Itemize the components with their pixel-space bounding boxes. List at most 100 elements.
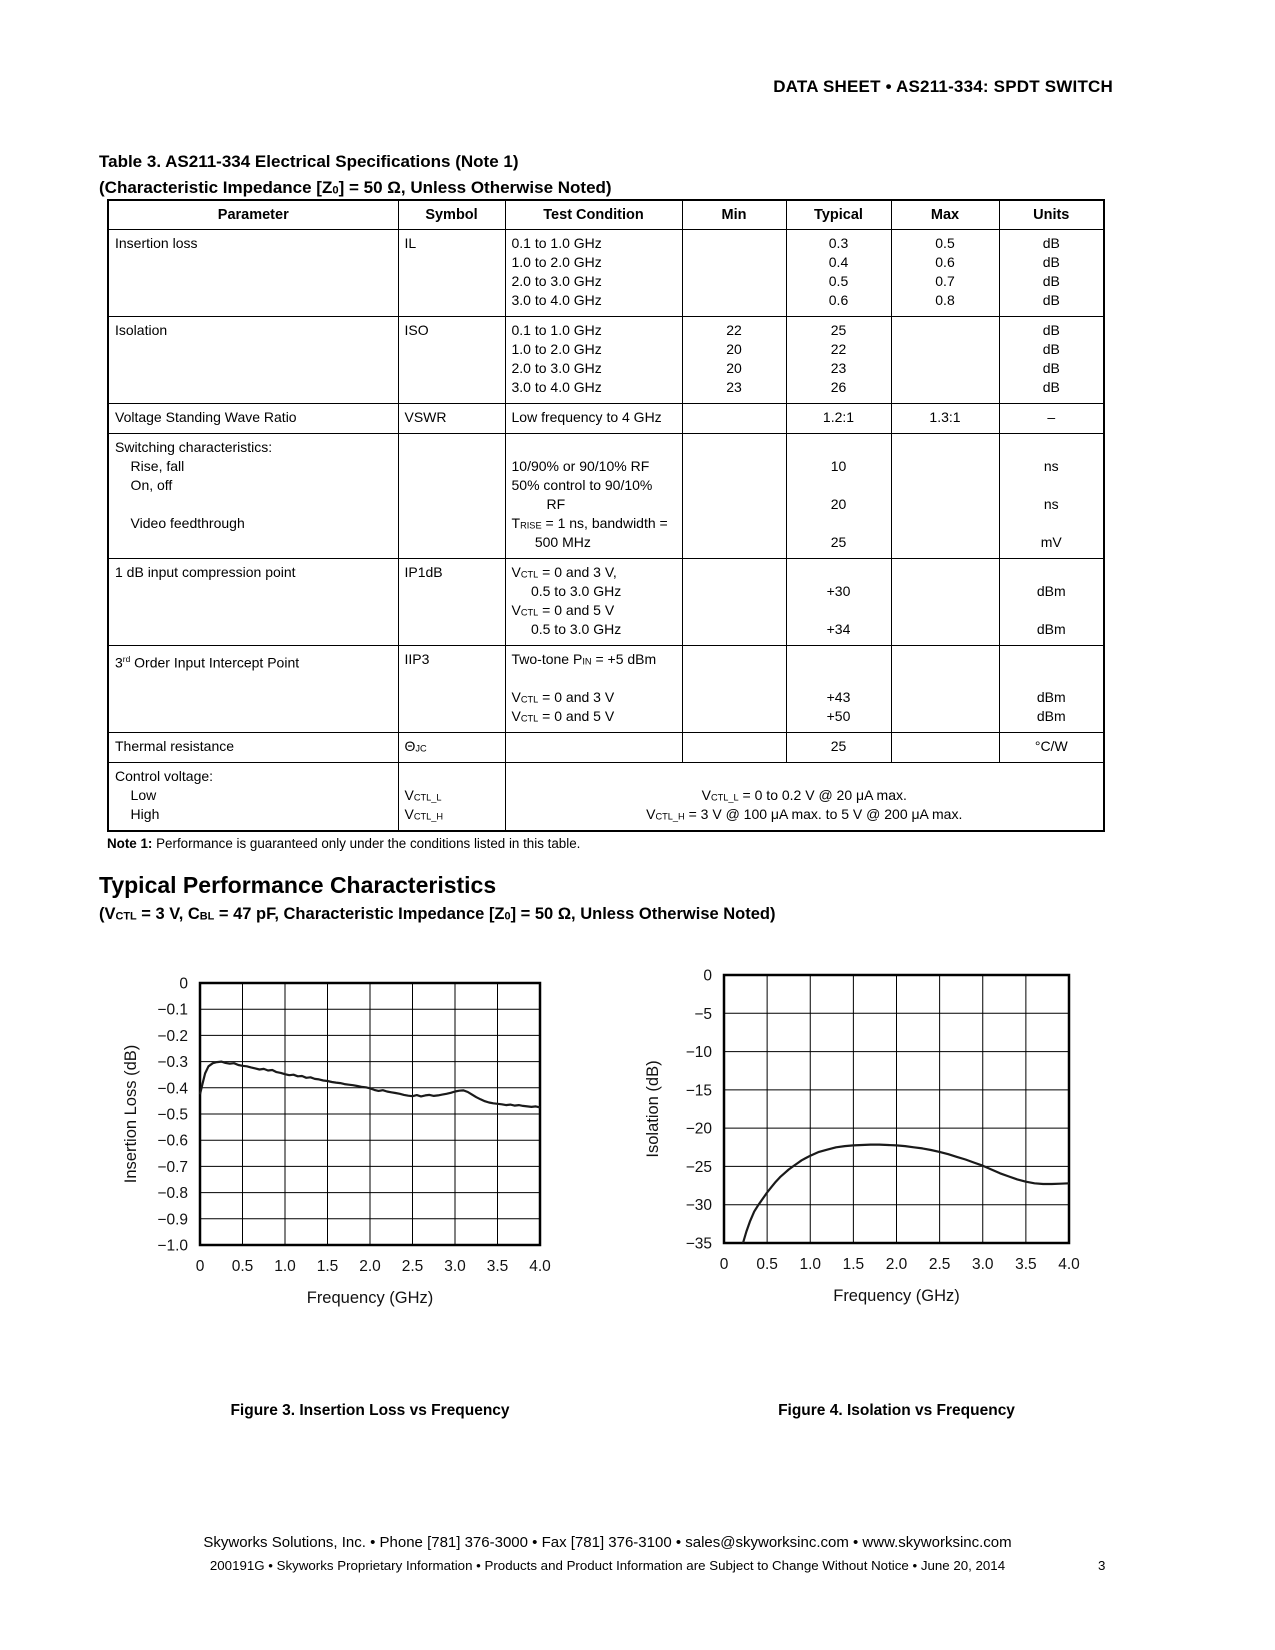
table-cell-line: ns [1043,496,1059,512]
table-cell: 0.1 to 1.0 GHz 1.0 to 2.0 GHz 2.0 to 3.0 G… [504,316,683,404]
table-cell: +30 +34 [785,558,892,646]
table-cell-line: IL [404,235,417,251]
table-cell-line: 0.6 [935,254,955,270]
column-header: Typical [785,199,892,230]
table-cell-line: – [1047,409,1056,425]
table-cell-line: 0.6 [828,292,849,308]
table-cell-line: °C/W [1034,738,1068,754]
table-cell: 10 20 25 [785,433,892,559]
chart-text: −0.1 [157,1002,188,1019]
figure3-caption: Figure 3. Insertion Loss vs Frequency [230,1402,510,1419]
table-cell-line: Voltage Standing Wave Ratio [115,409,297,425]
chart-text: −25 [686,1159,712,1176]
isolation-chart: 0 −5 −10 −15 −20 −25 −30 −35 0 0.5 1.0 1.5 2.0 2.5 3.0… [644,968,1080,1306]
column-header: Min [681,199,787,230]
note-label: Note 1: [107,836,153,851]
chart-text: 1.5 [843,1256,865,1273]
table-cell-line: 3rd Order Input Intercept Point [115,654,300,671]
table-row: Insertion loss IL 0.1 to 1.0 GHz 1.0 to 2.0… [107,229,1105,317]
chart-text: 0.5 [756,1256,778,1273]
table-cell-line: 20 [726,360,742,376]
chart-text: 2.0 [886,1256,908,1273]
table-cell-line: Thermal resistance [115,738,235,754]
table-cell-line: On, off [115,477,173,493]
table-cell-line: TRISE = 1 ns, bandwidth = [511,515,668,531]
table-cell: Switching characteristics: Rise, fall On… [107,433,399,559]
table-cell: 1.3:1 [890,403,1000,434]
table-cell: 0.5 0.6 0.7 0.8 [890,229,1000,317]
table-cell: dB dB dB dB [998,229,1105,317]
table-cell-line: 0.1 to 1.0 GHz [511,322,602,338]
table-cell-line: 25 [830,534,847,550]
table-cell-line: 0.5 to 3.0 GHz [511,583,622,599]
table-cell-line: 20 [830,496,847,512]
chart-text: −30 [686,1197,713,1214]
table-cell: 25 [785,732,892,763]
table-cell: Thermal resistance [107,732,399,763]
table-cell [890,645,1000,733]
table-cell [681,403,787,434]
chart-text: 0.5 [232,1258,254,1275]
table-cell-line: VCTL_H = 3 V @ 100 μA max. to 5 V @ 200 … [646,806,963,822]
table-cell-line: 0.1 to 1.0 GHz [511,235,602,251]
chart-text: −0.7 [157,1159,188,1176]
table-cell-line: High [115,806,160,822]
chart-text: 2.5 [402,1258,424,1275]
table-cell [681,433,787,559]
table-cell-line: VCTL = 0 and 3 V [511,689,615,705]
table-cell [890,732,1000,763]
table-cell [681,229,787,317]
chart-text: 1.0 [274,1258,296,1275]
chart-text: 3.5 [487,1258,509,1275]
table-cell-line: Isolation [115,322,168,338]
table-cell-line: 0.5 [828,273,849,289]
chart-text: 4.0 [529,1258,551,1275]
chart-text: −5 [694,1006,712,1023]
column-header: Parameter [107,199,399,230]
table-cell-line: dB [1042,379,1060,395]
chart-text: −0.5 [157,1107,188,1124]
chart-text: −0.6 [157,1133,188,1150]
chart-text: −0.3 [157,1054,188,1071]
column-header: Max [890,199,1000,230]
table-cell: ns ns mV [998,433,1105,559]
chart-text: 1.0 [799,1256,821,1273]
table-cell: VCTL_L VCTL_H [397,762,506,832]
table-cell-line: +34 [826,621,851,637]
table-cell [681,732,787,763]
plot-border [198,981,542,1247]
table-cell: 0.3 0.4 0.5 0.6 [785,229,892,317]
table-cell-line: 3.0 to 4.0 GHz [511,379,602,395]
table-cell-line: 25 [830,738,847,754]
table-cell: Low frequency to 4 GHz [504,403,683,434]
chart-text: 0 [179,976,188,993]
chart-text: 0 [196,1258,205,1275]
table-title-line1: Table 3. AS211-334 Electrical Specificat… [99,152,519,171]
chart-text: 3.0 [972,1256,994,1273]
chart-text: 1.5 [317,1258,339,1275]
table-cell-line: 500 MHz [511,534,591,550]
table-cell-line: 1.3:1 [929,409,961,425]
table-cell-line [793,650,885,669]
table-cell-line: Low frequency to 4 GHz [511,409,662,425]
table-cell: Two-tone PIN = +5 dBm VCTL = 0 and 3 V VC… [504,645,683,733]
table-cell-line: VCTL = 0 and 5 V [511,708,615,724]
chart-text: −0.9 [157,1211,188,1228]
table-cell-line [512,438,676,457]
table-cell-line: Rise, fall [115,458,185,474]
table-cell-line: dB [1042,360,1060,376]
data-curve [198,1060,541,1109]
table-cell-line: 10 [830,458,847,474]
table-cell-line: 0.5 [935,235,955,251]
table-cell: IIP3 [397,645,506,733]
figure3-chart: 0 −0.1 −0.2 −0.3 −0.4 −0.5 −0.6 −0.7 −0.8 −0.9 −1.… [112,971,582,1318]
chart-text: Frequency (GHz) [833,1287,960,1305]
table-row: Switching characteristics: Rise, fall On… [107,433,1105,559]
table-cell-line: 10/90% or 90/10% RF [511,458,650,474]
table-cell-line [1006,563,1098,582]
column-header: Test Condition [504,199,683,230]
table-cell-line: 1.2:1 [822,409,855,425]
table-cell: VCTL_L = 0 to 0.2 V @ 20 μA max. VCTL_H =… [504,762,1105,832]
chart-text: 2.5 [929,1256,951,1273]
